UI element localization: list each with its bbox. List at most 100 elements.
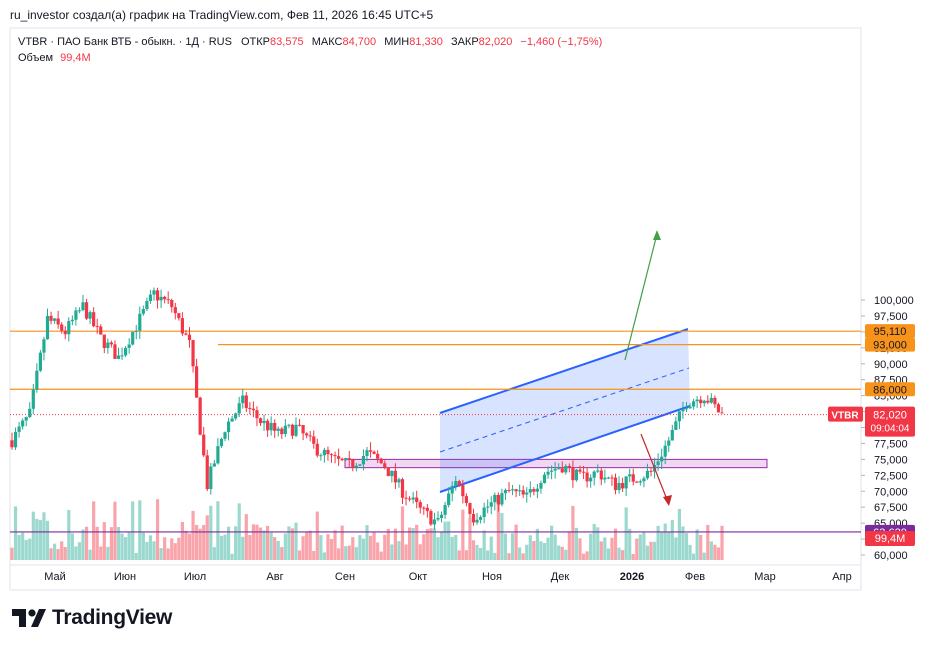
price-tick-label: 67,500: [874, 502, 908, 514]
candle-body: [148, 294, 153, 302]
volume-bar: [674, 537, 678, 560]
level-tag: 95,110: [874, 326, 907, 338]
candle-body: [599, 470, 603, 480]
volume-bar: [31, 511, 35, 560]
candle-body: [312, 436, 316, 444]
volume-bar: [173, 543, 177, 560]
candle-body: [425, 507, 429, 512]
volume-bar: [482, 530, 486, 560]
volume-bar: [550, 525, 554, 560]
candle-body: [301, 425, 305, 434]
volume-bar: [337, 548, 341, 560]
candle-body: [155, 290, 160, 301]
down-projection-line: [640, 433, 669, 503]
candle-body: [695, 399, 699, 402]
volume-bar: [493, 552, 497, 560]
channel-upper-line: [439, 328, 689, 414]
volume-bar: [603, 537, 607, 560]
candle-body: [503, 489, 508, 494]
volume-bar: [553, 534, 557, 560]
volume-bar: [585, 551, 589, 560]
high-label: МАКС: [311, 36, 343, 48]
candle-body: [631, 474, 635, 482]
volume-bar: [24, 539, 28, 560]
candle-body: [610, 477, 614, 479]
candle-body: [219, 438, 224, 447]
volume-bar: [216, 501, 220, 560]
candle-body: [42, 339, 46, 353]
symbol-line[interactable]: VTBR · ПАО Банк ВТБ - обыкн. · 1Д · RUS: [18, 36, 232, 48]
candle-body: [368, 450, 373, 452]
volume-bar: [535, 528, 539, 560]
volume-bar: [592, 524, 596, 560]
candle-body: [120, 355, 124, 357]
volume-bar: [510, 533, 515, 560]
volume-bar: [560, 546, 564, 560]
candle-body: [223, 432, 227, 439]
volume-bar: [273, 537, 277, 560]
volume-bar: [706, 524, 710, 560]
candle-body: [187, 334, 192, 341]
volume-bar: [358, 535, 362, 560]
candle-body: [13, 431, 18, 448]
candle-body: [84, 302, 89, 319]
volume-bar: [53, 543, 57, 560]
candle-body: [340, 458, 344, 461]
change-value: −1,460 (−1,75%): [520, 36, 603, 48]
volume-bar: [667, 531, 671, 560]
volume-bar: [159, 548, 163, 560]
volume-bar: [241, 536, 245, 560]
close-value: 82,020: [478, 36, 513, 48]
volume-bar: [177, 537, 181, 560]
projection-arrows: [624, 230, 672, 506]
time-tick-label: Ноя: [482, 571, 502, 583]
price-tick-label: 77,500: [874, 438, 908, 450]
level-tag: 86,000: [873, 384, 907, 396]
candle-body: [191, 340, 195, 367]
chart-frame: [9, 27, 862, 591]
volume-bar: [699, 534, 703, 560]
candle-body: [329, 454, 334, 456]
last-price-countdown: 09:04:04: [871, 424, 910, 435]
candle-body: [269, 422, 273, 431]
volume-bar: [500, 512, 504, 560]
time-tick-label: Дек: [551, 571, 570, 583]
candle-body: [49, 315, 53, 321]
volume-bar: [184, 530, 188, 560]
volume-bar: [606, 548, 610, 560]
candle-body: [709, 397, 713, 403]
consolidation-zone: [344, 458, 768, 469]
candle-body: [10, 440, 14, 448]
symbol-tag: VTBR: [831, 411, 859, 422]
volume-bar: [649, 541, 653, 560]
candle-body: [216, 446, 220, 464]
volume-bar: [631, 553, 635, 560]
candle-body: [443, 505, 447, 515]
level-tag-bg: [865, 337, 915, 352]
volume-bar: [340, 525, 344, 560]
volume-bar: [38, 520, 42, 560]
time-axis: Май Июн Июл Авг Сен Окт Ноя Дек 2026 Фев Мар Апр: [44, 571, 851, 583]
volume-bar: [258, 527, 263, 560]
candle-body: [67, 321, 71, 335]
tradingview-logo[interactable]: TradingView: [12, 606, 172, 630]
volume-bar: [599, 541, 603, 560]
volume-bar: [84, 526, 89, 560]
candle-body: [31, 389, 35, 409]
candle-body: [347, 458, 351, 460]
candle-body: [663, 445, 667, 457]
channel-mid-line: [439, 367, 690, 453]
volume-bar: [372, 532, 376, 560]
candle-body: [603, 477, 607, 480]
volume-bar: [106, 546, 110, 560]
candle-body: [500, 493, 504, 505]
candle-body: [713, 397, 717, 405]
candle-body: [688, 406, 692, 409]
volume-bar: [525, 544, 529, 560]
volume-bar: [17, 534, 21, 560]
volume-bar: [471, 540, 476, 560]
volume-bar: [624, 507, 628, 560]
candle-body: [92, 312, 96, 327]
volume-bar: [447, 521, 451, 560]
